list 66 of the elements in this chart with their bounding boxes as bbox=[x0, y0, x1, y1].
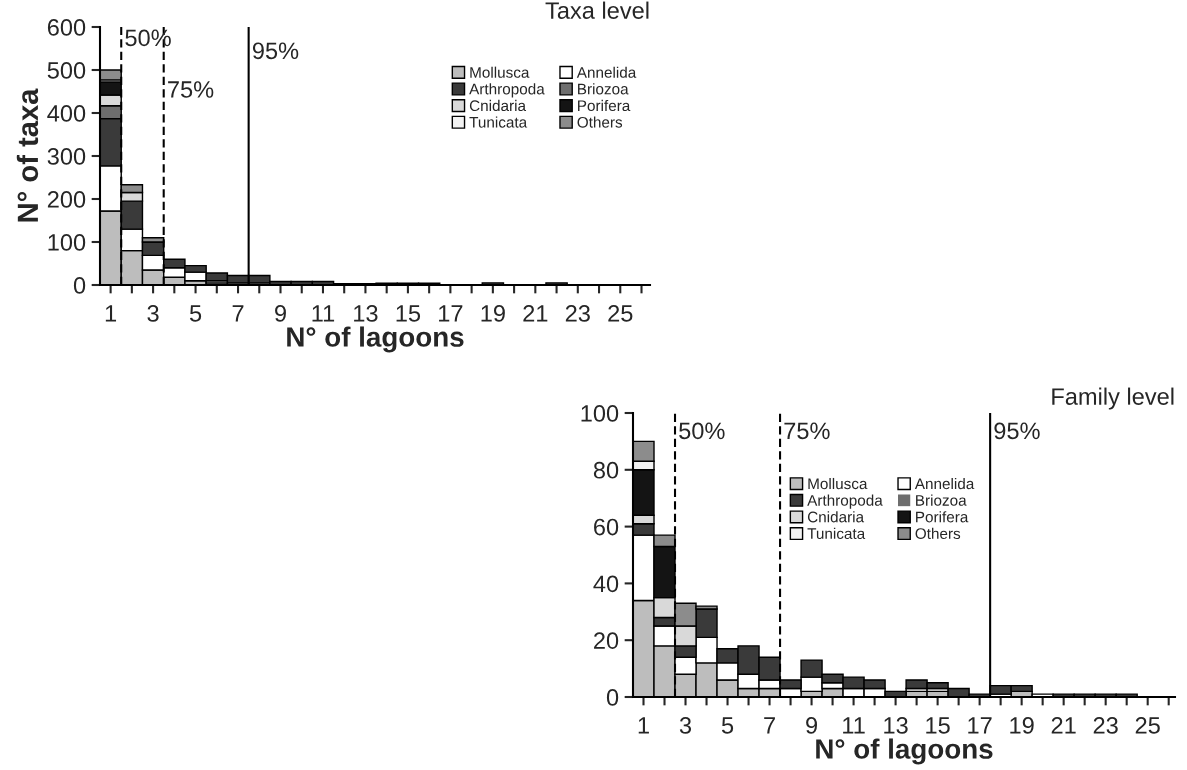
legend-label: Arthropoda bbox=[469, 83, 545, 98]
y-tick-label: 100 bbox=[581, 405, 619, 422]
legend-label: Porifera bbox=[578, 99, 631, 112]
x-tick-label: 21 bbox=[1051, 717, 1076, 734]
y-tick-label: 500 bbox=[47, 62, 86, 79]
y-tick-label: 80 bbox=[593, 461, 619, 479]
y-tick-label: 0 bbox=[606, 689, 619, 706]
y-tick-label: 0 bbox=[73, 277, 86, 294]
annotation: 95% bbox=[994, 422, 1040, 440]
x-tick-label: 13 bbox=[884, 717, 908, 734]
x-tick-label: 15 bbox=[396, 305, 421, 322]
x-tick-label: 7 bbox=[764, 717, 775, 734]
x-tick-label: 5 bbox=[189, 305, 202, 322]
legend-label: Others bbox=[915, 527, 961, 540]
legend-label: Briozoa bbox=[916, 494, 967, 506]
x-axis-title: N° of lagoons bbox=[816, 738, 993, 765]
x-axis-title: N° of lagoons bbox=[287, 326, 464, 353]
annotation: 50% bbox=[679, 422, 725, 440]
x-tick-label: 17 bbox=[968, 717, 992, 734]
x-tick-label: 13 bbox=[354, 305, 378, 322]
y-tick-label: 100 bbox=[48, 234, 86, 251]
legend-label: Cnidaria bbox=[469, 99, 527, 112]
legend-label: Mollusca bbox=[470, 66, 530, 78]
x-tick-label: 7 bbox=[232, 305, 244, 322]
x-tick-label: 19 bbox=[481, 305, 505, 322]
x-tick-label: 25 bbox=[1135, 717, 1160, 734]
legend-label: Porifera bbox=[916, 511, 969, 523]
legend-label: Tunicata bbox=[807, 527, 866, 540]
y-tick-label: 40 bbox=[593, 575, 619, 593]
y-tick-label: 600 bbox=[47, 19, 86, 36]
x-tick-label: 5 bbox=[721, 717, 734, 734]
y-tick-label: 60 bbox=[594, 518, 619, 536]
legend-label: Cnidaria bbox=[807, 511, 865, 523]
y-axis-title: N° of taxa bbox=[16, 88, 39, 222]
x-tick-label: 21 bbox=[523, 305, 548, 322]
x-tick-label: 3 bbox=[147, 305, 159, 322]
legend-label: Annelida bbox=[914, 477, 975, 490]
annotation: 50% bbox=[125, 29, 171, 47]
legend-label: Arthropoda bbox=[807, 494, 883, 509]
x-tick-label: 25 bbox=[608, 305, 633, 322]
x-tick-label: 1 bbox=[105, 305, 117, 322]
x-tick-label: 3 bbox=[679, 717, 692, 734]
chart-title: Taxa level bbox=[545, 1, 649, 19]
x-tick-label: 11 bbox=[312, 305, 335, 322]
x-tick-label: 11 bbox=[843, 717, 865, 734]
x-tick-label: 23 bbox=[1093, 717, 1118, 734]
legend-label: Mollusca bbox=[808, 477, 868, 490]
y-tick-label: 300 bbox=[47, 148, 86, 165]
y-tick-label: 400 bbox=[47, 105, 86, 122]
annotation: 75% bbox=[168, 81, 214, 98]
x-tick-label: 1 bbox=[638, 717, 649, 734]
chart-title: Family level bbox=[1052, 387, 1174, 410]
legend-label: Briozoa bbox=[578, 83, 629, 95]
annotation: 75% bbox=[784, 422, 830, 440]
legend-label: Annelida bbox=[576, 66, 637, 78]
x-tick-label: 17 bbox=[439, 305, 463, 322]
legend-label: Tunicata bbox=[469, 116, 528, 128]
legend-label: Others bbox=[577, 116, 623, 128]
x-tick-label: 15 bbox=[926, 717, 950, 734]
annotation: 95% bbox=[252, 42, 299, 60]
y-tick-label: 200 bbox=[47, 191, 86, 208]
x-tick-label: 9 bbox=[806, 717, 818, 734]
x-tick-label: 23 bbox=[565, 305, 590, 322]
y-tick-label: 20 bbox=[594, 632, 619, 649]
x-tick-label: 9 bbox=[275, 305, 286, 322]
x-tick-label: 19 bbox=[1010, 717, 1034, 734]
